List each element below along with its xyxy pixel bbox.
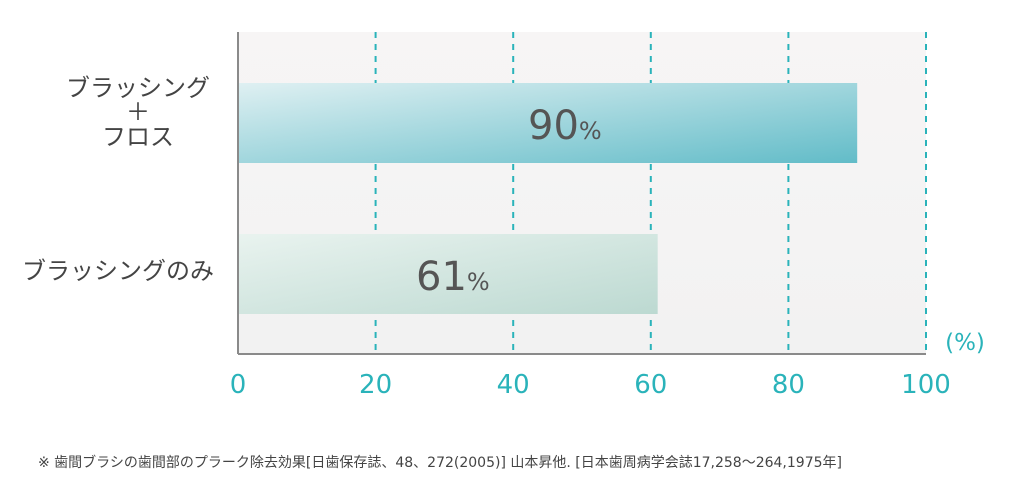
value-label-2-number: 61	[416, 254, 467, 300]
value-label-2: 61%	[416, 254, 490, 300]
x-tick-label-100: 100	[901, 370, 951, 400]
value-label-2-unit: %	[467, 268, 490, 296]
category-label-2: ブラッシングのみ	[22, 257, 214, 285]
x-tick-label-0: 0	[230, 370, 247, 400]
value-label-1-unit: %	[579, 117, 602, 145]
x-tick-label-40: 40	[497, 370, 530, 400]
category-label-1-line-1: ブラッシング	[66, 74, 210, 102]
value-label-1-number: 90	[528, 103, 579, 149]
x-tick-label-60: 60	[634, 370, 667, 400]
value-label-1: 90%	[528, 103, 602, 149]
category-label-1-line-3: フロス	[102, 123, 174, 151]
bar-2	[238, 234, 658, 314]
x-tick-label-20: 20	[359, 370, 392, 400]
x-tick-label-80: 80	[772, 370, 805, 400]
bar-1	[238, 83, 858, 163]
source-footnote: ※ 歯間ブラシの歯間部のプラーク除去効果[日歯保存誌、48、272(2005)]…	[38, 455, 842, 471]
x-unit-label: (%)	[945, 330, 985, 356]
category-label-1-line-2: ＋	[126, 98, 150, 126]
